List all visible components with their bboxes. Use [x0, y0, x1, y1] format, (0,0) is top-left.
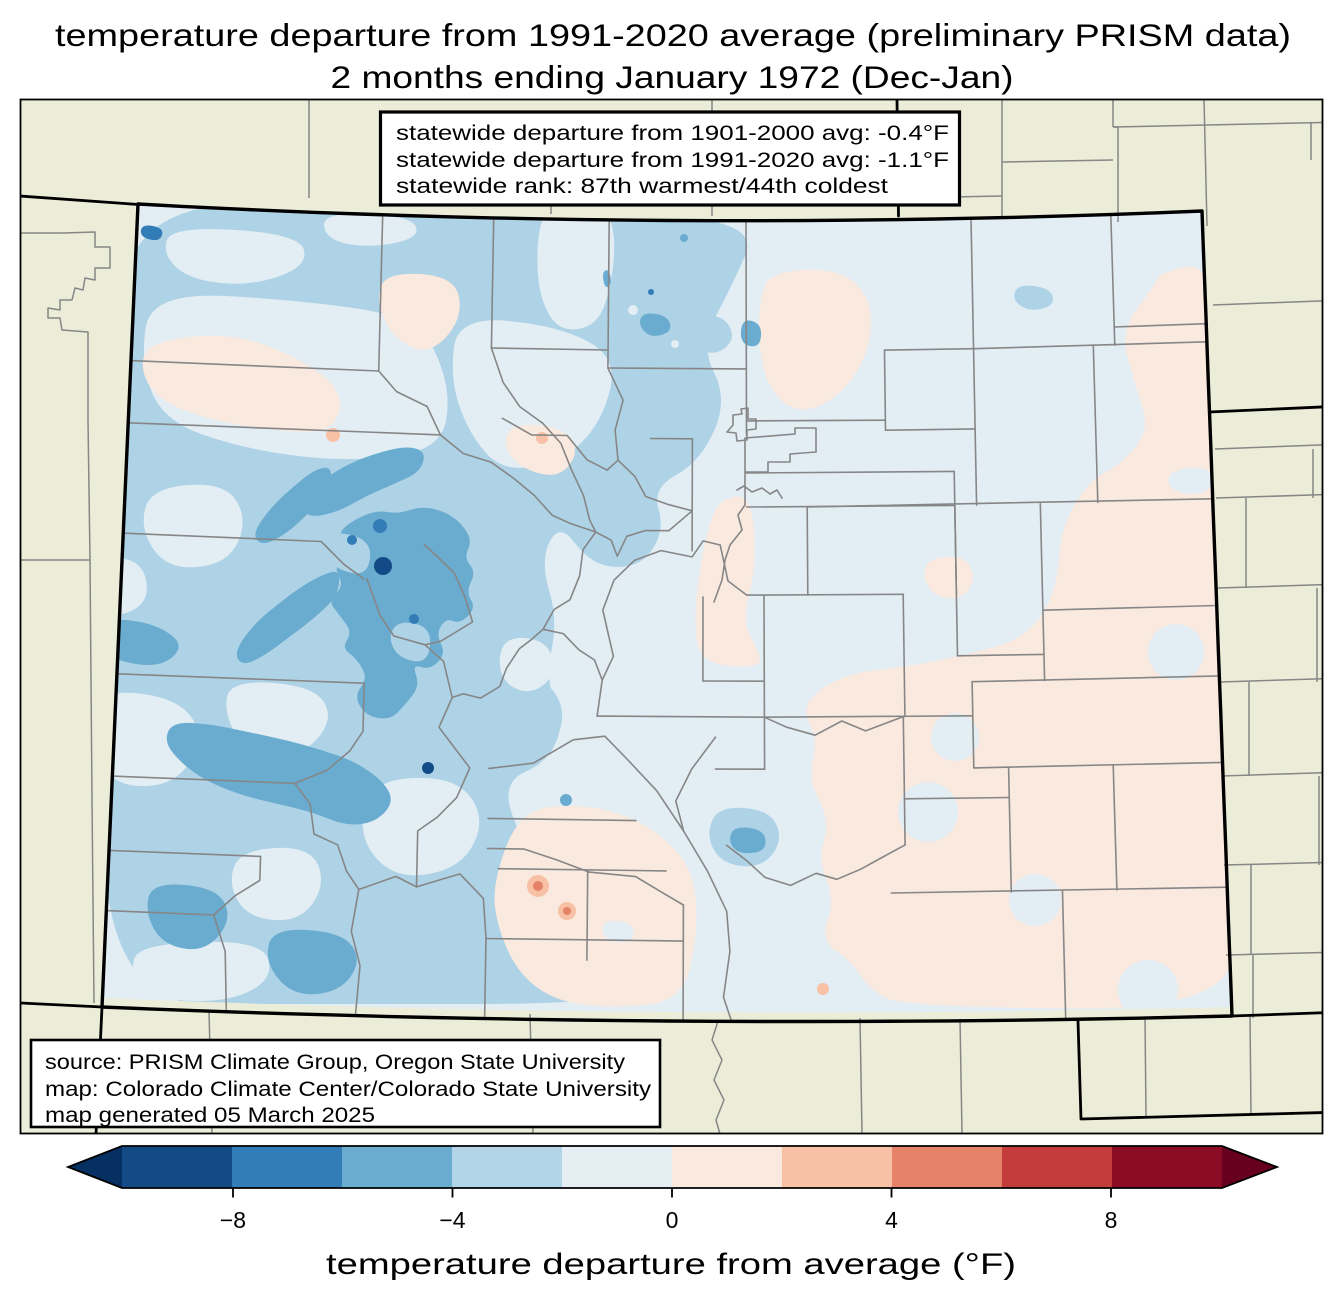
svg-text:0: 0 — [666, 1207, 679, 1233]
svg-text:temperature departure from ave: temperature departure from average (°F) — [326, 1248, 1016, 1281]
svg-text:map generated 05 March 2025: map generated 05 March 2025 — [45, 1103, 375, 1127]
svg-text:statewide rank: 87th warmest/4: statewide rank: 87th warmest/44th coldes… — [396, 174, 888, 198]
svg-text:source: PRISM Climate Group, O: source: PRISM Climate Group, Oregon Stat… — [45, 1050, 625, 1074]
svg-text:statewide departure from 1901-: statewide departure from 1901-2000 avg: … — [396, 121, 949, 145]
svg-text:−4: −4 — [439, 1207, 465, 1233]
svg-text:4: 4 — [885, 1207, 898, 1233]
svg-text:8: 8 — [1105, 1207, 1118, 1233]
svg-text:temperature departure from 199: temperature departure from 1991-2020 ave… — [55, 17, 1291, 53]
svg-text:2 months ending January 1972 (: 2 months ending January 1972 (Dec-Jan) — [331, 59, 1014, 95]
svg-text:statewide departure from 1991-: statewide departure from 1991-2020 avg: … — [396, 148, 949, 172]
svg-text:map: Colorado Climate Center/C: map: Colorado Climate Center/Colorado St… — [45, 1077, 651, 1101]
svg-text:−8: −8 — [220, 1207, 246, 1233]
